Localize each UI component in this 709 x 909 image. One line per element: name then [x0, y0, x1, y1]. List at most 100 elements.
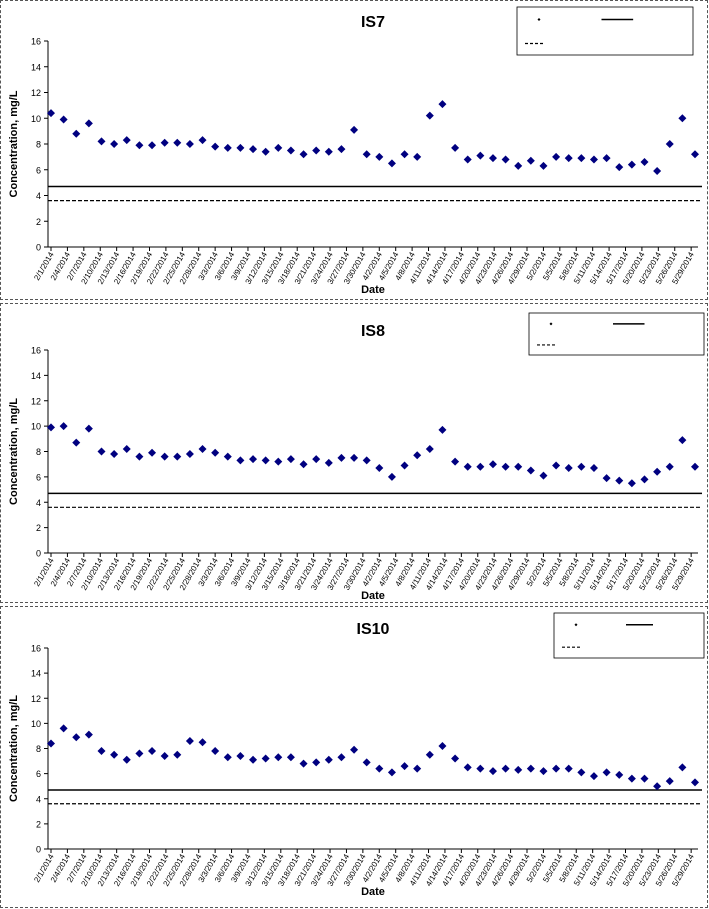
data-point: [274, 457, 283, 466]
data-point: [514, 765, 523, 774]
legend-marker-symbol: [549, 322, 553, 326]
data-point: [438, 100, 447, 109]
data-point: [476, 462, 485, 471]
y-tick-label: 12: [31, 694, 41, 704]
y-axis-title: Concentration, mg/L: [8, 90, 20, 197]
data-point: [691, 778, 699, 787]
data-point: [514, 462, 523, 471]
data-point: [350, 745, 359, 754]
data-point: [122, 444, 131, 453]
data-point: [691, 150, 699, 159]
data-point: [148, 747, 157, 756]
data-point: [122, 136, 131, 145]
data-point: [400, 461, 409, 470]
data-point: [324, 147, 333, 156]
data-point: [653, 782, 662, 791]
data-point: [526, 466, 535, 475]
legend-box: [516, 6, 694, 56]
data-point: [526, 156, 535, 165]
chart-svg-is10: IS1002468101214162/1/20142/4/20142/7/201…: [8, 612, 705, 898]
x-axis-title: Date: [361, 886, 385, 898]
data-point: [236, 752, 245, 761]
data-point: [425, 750, 434, 759]
data-point: [211, 747, 220, 756]
data-point: [627, 774, 636, 783]
data-point: [324, 458, 333, 467]
y-tick-label: 6: [36, 769, 41, 779]
y-tick-label: 4: [36, 794, 41, 804]
y-tick-label: 14: [31, 669, 41, 679]
data-point: [84, 119, 93, 128]
data-point: [185, 450, 194, 459]
y-tick-label: 10: [31, 114, 41, 124]
data-point: [653, 167, 662, 176]
data-point: [160, 138, 169, 147]
data-point: [135, 452, 144, 461]
data-point: [665, 462, 674, 471]
data-point: [539, 161, 548, 170]
data-point: [589, 463, 598, 472]
data-point: [425, 444, 434, 453]
data-point: [312, 758, 321, 767]
data-point: [425, 111, 434, 120]
data-point: [198, 136, 207, 145]
data-point: [286, 146, 295, 155]
data-point: [438, 425, 447, 434]
data-point: [678, 763, 687, 772]
data-point: [552, 152, 561, 161]
legend-marker-symbol: [537, 17, 541, 21]
data-point: [337, 453, 346, 462]
data-point: [223, 143, 232, 152]
legend-marker-symbol: [574, 623, 578, 627]
data-point: [691, 462, 699, 471]
data-point: [577, 768, 586, 777]
data-point: [236, 143, 245, 152]
legend-box: [553, 612, 705, 659]
y-tick-label: 8: [36, 744, 41, 754]
y-axis-title: Concentration, mg/L: [8, 398, 20, 505]
y-tick-label: 14: [31, 62, 41, 72]
data-point: [324, 755, 333, 764]
data-point: [198, 444, 207, 453]
data-point: [110, 450, 119, 459]
data-point: [148, 141, 157, 150]
data-point: [160, 452, 169, 461]
data-point: [337, 753, 346, 762]
data-point: [589, 155, 598, 164]
data-point: [160, 752, 169, 761]
data-point: [97, 747, 106, 756]
y-tick-label: 0: [36, 845, 41, 855]
data-point: [274, 143, 283, 152]
data-point: [72, 129, 81, 138]
data-point: [451, 457, 460, 466]
chart-title: IS10: [357, 621, 390, 638]
data-point: [312, 146, 321, 155]
chart-panel-is10: IS10 0 2 4 6 8 10 12 14 16 2/1/2014 2/4/2014 2/7/201…: [0, 606, 708, 908]
data-point: [211, 448, 220, 457]
data-point: [375, 152, 384, 161]
data-point: [488, 154, 497, 163]
chart-panel-is7: IS7 0 2 4 6 8 10 12 14 16 2/1/2014 2/4/2014 2/7/2014…: [0, 0, 708, 300]
data-point: [236, 456, 245, 465]
data-point: [223, 753, 232, 762]
data-point: [299, 460, 308, 469]
data-point: [615, 770, 624, 779]
y-tick-label: 4: [36, 191, 41, 201]
data-point: [135, 749, 144, 758]
data-point: [640, 158, 649, 167]
data-point: [59, 422, 68, 431]
y-tick-label: 12: [31, 396, 41, 406]
data-point: [286, 753, 295, 762]
data-point: [615, 476, 624, 485]
legend: [516, 6, 694, 56]
data-point: [223, 452, 232, 461]
data-point: [59, 115, 68, 124]
data-point: [577, 154, 586, 163]
data-point: [84, 730, 93, 739]
data-point: [627, 160, 636, 169]
data-point: [451, 754, 460, 763]
data-point: [286, 455, 295, 464]
data-point: [463, 763, 472, 772]
data-point: [47, 423, 55, 432]
data-point: [211, 142, 220, 151]
